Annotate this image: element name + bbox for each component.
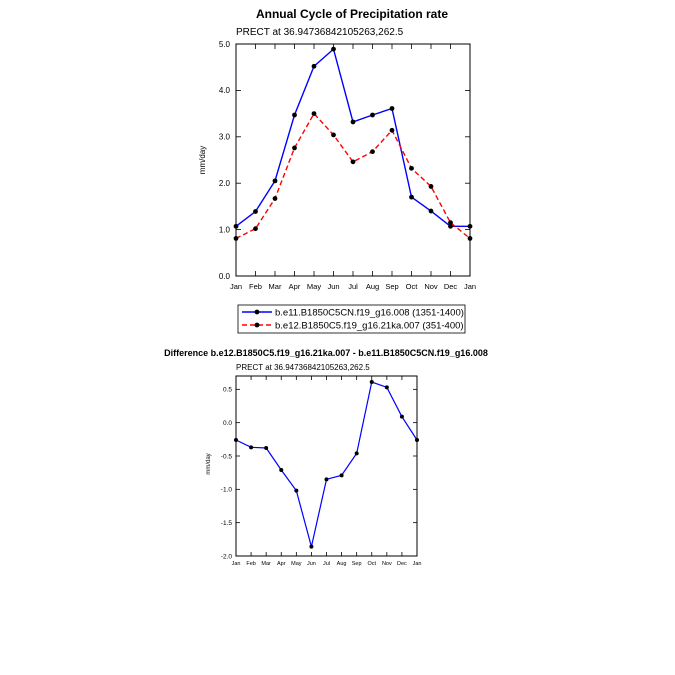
y-tick-label: 0.0 — [223, 420, 232, 427]
y-tick-label: 4.0 — [219, 86, 231, 95]
data-point — [292, 145, 297, 151]
data-point — [448, 220, 453, 226]
data-point — [384, 385, 389, 390]
x-tick-label: Oct — [406, 282, 419, 291]
x-tick-label: Mar — [269, 282, 282, 291]
y-tick-label: -1.0 — [221, 487, 233, 494]
x-tick-label: Mar — [261, 561, 271, 567]
data-point — [253, 226, 258, 232]
data-point — [448, 223, 453, 229]
data-point — [309, 544, 314, 549]
data-point — [272, 196, 278, 201]
y-tick-label: 5.0 — [219, 40, 231, 49]
data-point — [339, 473, 344, 478]
x-tick-label: Dec — [397, 561, 407, 567]
data-point — [311, 63, 317, 69]
data-point — [389, 106, 395, 111]
series-line-1 — [235, 381, 418, 547]
y-tick-label: -2.0 — [221, 553, 233, 560]
data-point — [331, 46, 336, 52]
plot-frame — [235, 375, 418, 557]
data-point — [294, 488, 299, 493]
x-tick-label: Aug — [337, 561, 347, 567]
x-tick-label: Oct — [367, 561, 376, 567]
x-tick-label: Apr — [289, 282, 301, 291]
x-tick-label: Dec — [444, 282, 458, 291]
legend-box — [237, 304, 466, 334]
series-line-1 — [235, 47, 470, 228]
data-point — [415, 438, 419, 442]
y-tick-label: 0.0 — [219, 272, 231, 281]
legend-label-1: b.e11.B1850C5CN.f19_g16.008 (1351-1400) — [275, 308, 464, 319]
chart-subtitle: PRECT at 36.94736842105263,262.5 — [236, 27, 404, 38]
data-point — [389, 127, 395, 133]
plot-area: Jan Feb Mar Apr May Jun Jul Aug Sep Oct Nov Dec Jan-… — [221, 375, 422, 567]
y-tick-label: -0.5 — [221, 453, 233, 460]
data-point — [428, 184, 434, 189]
x-tick-label: Sep — [385, 282, 398, 291]
x-tick-label: Sep — [352, 561, 362, 567]
x-tick-label: Jun — [327, 282, 339, 291]
data-point — [279, 468, 284, 472]
data-point — [249, 445, 254, 450]
annual-cycle-chart: Annual Cycle of Precipitation rate PRECT… — [198, 7, 476, 334]
x-tick-label: Aug — [366, 282, 379, 291]
x-tick-label: Jan — [464, 282, 476, 291]
plot-area: Jan Feb Mar Apr May Jun Jul Aug Sep Oct Nov Dec Jan0… — [219, 40, 476, 291]
series-line-2 — [235, 112, 471, 240]
data-point — [370, 149, 375, 155]
data-point — [399, 414, 404, 419]
y-tick-label: 2.0 — [219, 179, 231, 188]
data-point — [292, 112, 297, 118]
data-point — [264, 446, 269, 450]
data-point — [234, 438, 238, 442]
x-tick-label: Jul — [348, 282, 358, 291]
x-tick-label: Apr — [277, 561, 286, 567]
data-point — [354, 451, 359, 456]
legend-label-2: b.e12.B1850C5.f19_g16.21ka.007 (351-400) — [275, 321, 464, 332]
data-point — [311, 111, 317, 116]
data-point — [233, 236, 239, 241]
x-tick-label: Nov — [382, 561, 392, 567]
data-point — [369, 380, 374, 384]
x-tick-label: May — [307, 282, 321, 291]
chart-title: Difference b.e12.B1850C5.f19_g16.21ka.00… — [164, 348, 488, 358]
data-point — [428, 208, 434, 214]
x-tick-label: Jul — [323, 561, 330, 567]
y-tick-label: -1.5 — [221, 520, 233, 527]
x-tick-label: Jan — [232, 561, 241, 567]
y-tick-label: 3.0 — [219, 133, 231, 142]
x-tick-label: May — [291, 561, 302, 567]
y-tick-label: 1.0 — [219, 225, 231, 234]
legend-marker-1 — [254, 309, 260, 315]
x-tick-label: Feb — [249, 282, 262, 291]
y-axis-label: mm/day — [206, 453, 212, 474]
y-axis-label: mm/day — [198, 146, 207, 174]
chart-subtitle: PRECT at 36.94736842105263,262.5 — [236, 363, 370, 372]
y-tick-label: 0.5 — [223, 387, 232, 394]
data-point — [253, 209, 258, 214]
chart-title: Annual Cycle of Precipitation rate — [256, 7, 448, 21]
data-point — [350, 159, 356, 165]
x-tick-label: Jan — [230, 282, 242, 291]
data-point — [467, 236, 473, 241]
data-point — [350, 119, 356, 125]
legend: b.e11.B1850C5CN.f19_g16.008 (1351-1400) … — [237, 304, 466, 334]
x-tick-label: Jun — [307, 561, 316, 567]
data-point — [331, 132, 336, 138]
x-tick-label: Jan — [413, 561, 422, 567]
x-tick-label: Nov — [424, 282, 438, 291]
data-point — [324, 477, 329, 482]
difference-chart: Difference b.e12.B1850C5.f19_g16.21ka.00… — [164, 348, 488, 567]
data-point — [233, 223, 239, 229]
data-point — [272, 178, 278, 184]
legend-marker-2 — [254, 322, 260, 328]
data-point — [467, 223, 473, 229]
x-tick-label: Feb — [246, 561, 255, 567]
data-point — [409, 165, 414, 171]
data-point — [370, 112, 375, 118]
data-point — [409, 194, 414, 200]
